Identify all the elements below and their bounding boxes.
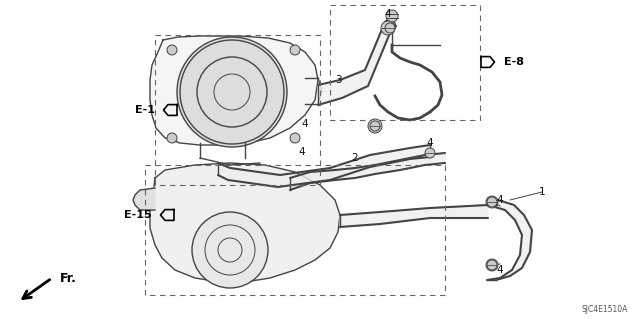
Bar — [155, 35, 320, 185]
Circle shape — [487, 197, 497, 207]
Circle shape — [381, 21, 395, 35]
Polygon shape — [133, 188, 155, 210]
Text: 4: 4 — [497, 195, 503, 205]
Text: 4: 4 — [385, 9, 391, 19]
Text: 4: 4 — [427, 138, 433, 148]
Circle shape — [290, 45, 300, 55]
Circle shape — [167, 133, 177, 143]
Circle shape — [167, 45, 177, 55]
Circle shape — [486, 196, 498, 208]
Text: 1: 1 — [539, 187, 545, 197]
Circle shape — [386, 10, 398, 22]
Circle shape — [487, 260, 497, 270]
Polygon shape — [150, 36, 318, 145]
Polygon shape — [340, 205, 488, 227]
Polygon shape — [290, 153, 445, 190]
Circle shape — [486, 259, 498, 271]
Polygon shape — [318, 16, 396, 105]
Text: SJC4E1510A: SJC4E1510A — [582, 305, 628, 314]
Text: 4: 4 — [299, 147, 305, 157]
Bar — [330, 5, 480, 120]
Circle shape — [368, 119, 382, 133]
Polygon shape — [487, 200, 532, 280]
Circle shape — [425, 148, 435, 158]
Text: 4: 4 — [301, 119, 308, 129]
Polygon shape — [150, 163, 340, 282]
Text: 2: 2 — [352, 153, 358, 163]
Text: 4: 4 — [497, 265, 503, 275]
Circle shape — [177, 37, 287, 147]
Polygon shape — [218, 145, 430, 187]
Text: Fr.: Fr. — [60, 272, 77, 285]
Circle shape — [290, 133, 300, 143]
Circle shape — [385, 23, 395, 33]
Bar — [145, 165, 445, 295]
Circle shape — [192, 212, 268, 288]
Circle shape — [370, 121, 380, 131]
Text: E-15: E-15 — [124, 210, 152, 220]
Text: 3: 3 — [335, 75, 341, 85]
Text: E-1: E-1 — [135, 105, 155, 115]
Text: E-8: E-8 — [504, 57, 524, 67]
